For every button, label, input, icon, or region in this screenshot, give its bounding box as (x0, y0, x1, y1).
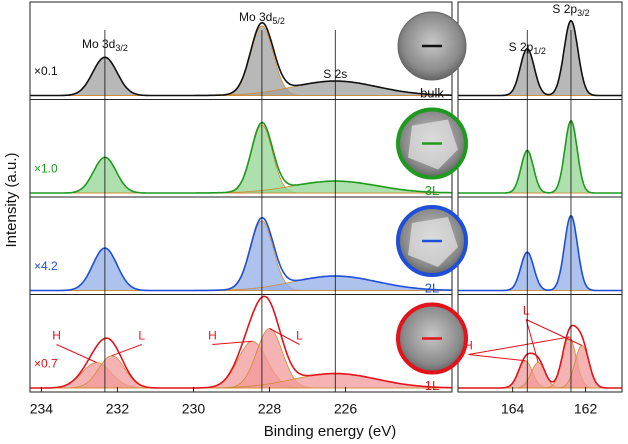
x-axis-label: Binding energy (eV) (264, 423, 397, 440)
annotation-arrow (525, 319, 539, 363)
spectrum-line (458, 119, 622, 194)
peak-label: Mo 3d3/2 (82, 37, 128, 53)
spectrum-line (30, 216, 452, 292)
label-main: Mo 3d (82, 37, 115, 51)
sample-label: 1L (425, 378, 439, 393)
component (458, 120, 622, 194)
annotation: L (138, 329, 145, 343)
spectrum-line (458, 324, 622, 389)
x-tick-label: 232 (106, 401, 130, 417)
x-tick-label: 164 (501, 401, 525, 417)
spectrum-line (30, 21, 452, 97)
scale-factor: ×0.1 (34, 64, 58, 78)
label-sub: 3/2 (115, 43, 128, 53)
annotation-arrow (525, 319, 583, 346)
sample-label: bulk (420, 85, 444, 100)
annotation-arrow (468, 336, 570, 355)
annotation-arrow (468, 354, 526, 362)
peak-label: Mo 3d5/2 (239, 10, 285, 26)
label-main: S 2p (552, 2, 577, 16)
annotation: L (523, 304, 530, 318)
spectrum-line (458, 214, 622, 292)
sample-label: 3L (425, 183, 439, 198)
spectrum-line (30, 121, 453, 194)
label-main: S 2p (509, 40, 534, 54)
x-tick-label: 234 (30, 401, 54, 417)
annotation: H (464, 339, 473, 353)
annotation: H (208, 329, 217, 343)
spectrum-line (458, 19, 622, 97)
peak-label: S 2s (323, 67, 347, 81)
scale-factor: ×1.0 (34, 162, 58, 176)
y-axis-label: Intensity (a.u.) (3, 152, 20, 247)
spectrum-line (30, 295, 452, 389)
annotation: L (296, 329, 303, 343)
peak-label: S 2p1/2 (509, 40, 546, 56)
x-tick-label: 226 (334, 401, 358, 417)
x-tick-label: 228 (258, 401, 282, 417)
scale-factor: ×0.7 (34, 357, 58, 371)
label-sub: 3/2 (577, 8, 590, 18)
annotation-arrow (212, 340, 253, 345)
component (458, 215, 622, 291)
component (458, 20, 622, 96)
scale-factor: ×4.2 (34, 259, 58, 273)
row-frame (457, 99, 623, 198)
row-frame (457, 196, 623, 295)
label-sub: 1/2 (533, 46, 546, 56)
annotation: H (52, 329, 61, 343)
sample-label: 2L (425, 280, 439, 295)
x-tick-label: 230 (182, 401, 206, 417)
annotation-arrow (111, 344, 142, 357)
peak-label: S 2p3/2 (552, 2, 589, 18)
label-main: S 2s (323, 67, 347, 81)
annotation-arrow (56, 344, 97, 363)
label-sub: 5/2 (272, 16, 285, 26)
label-main: Mo 3d (239, 10, 272, 24)
annotation-arrow (269, 328, 300, 345)
x-tick-label: 162 (574, 401, 598, 417)
